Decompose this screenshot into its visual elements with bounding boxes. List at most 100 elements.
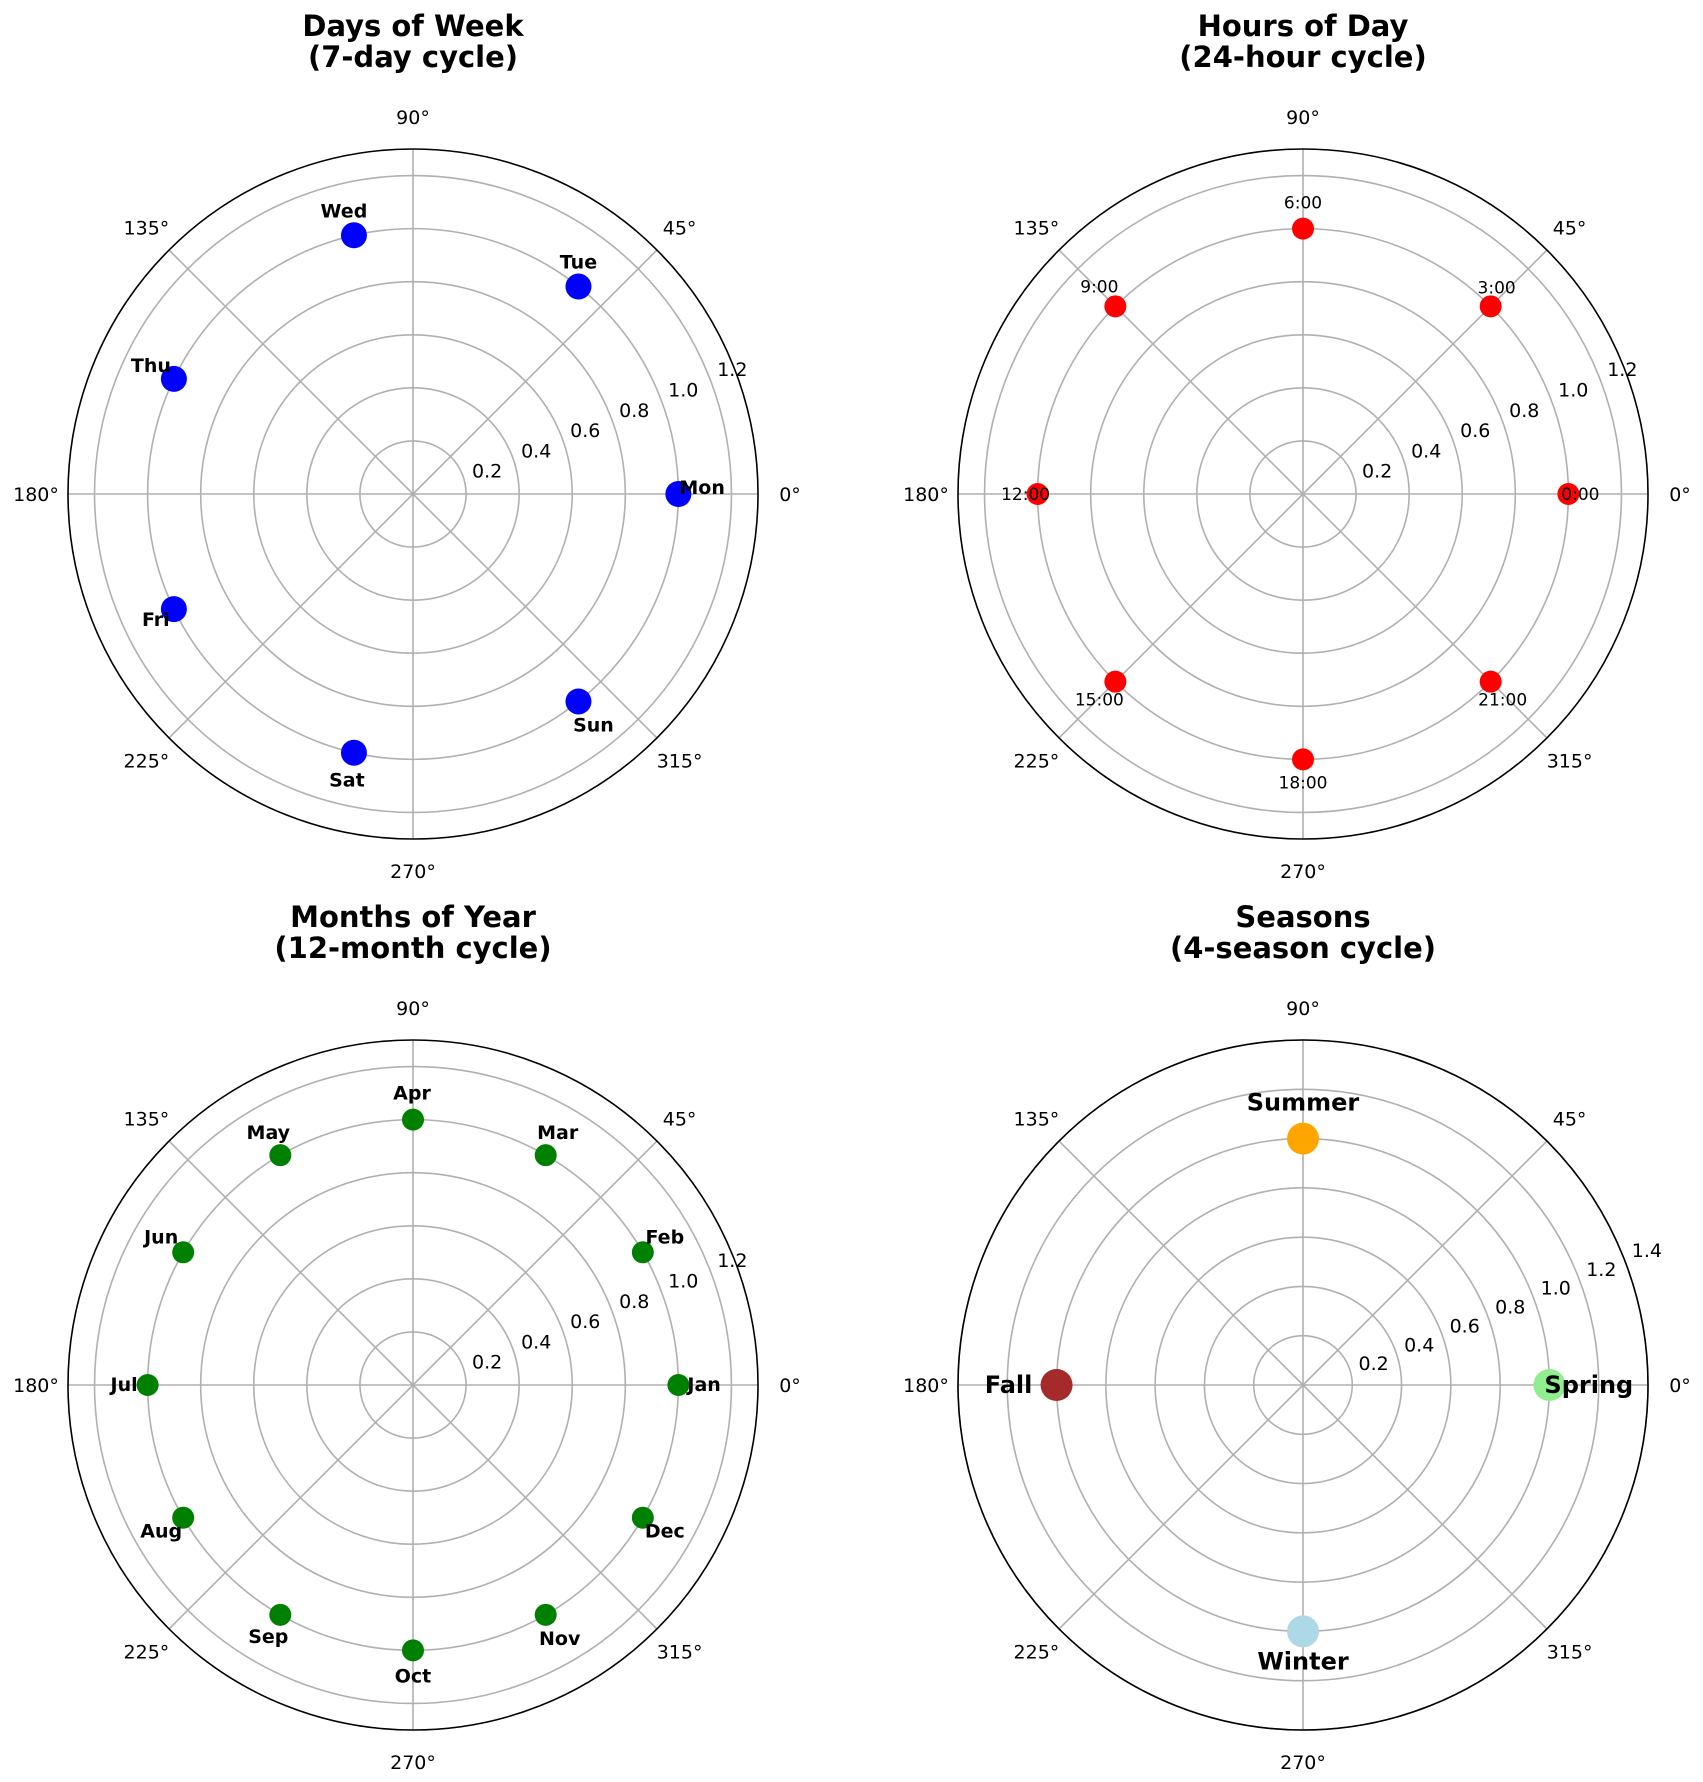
polar-frame <box>957 1039 1649 1731</box>
angular-gridline <box>1302 249 1548 495</box>
data-point <box>565 688 592 715</box>
point-label: 0:00 <box>1561 485 1599 505</box>
point-label: Mar <box>537 1122 579 1144</box>
point-label: Winter <box>1257 1647 1349 1675</box>
angular-gridline <box>168 249 414 495</box>
theta-tick-label: 180° <box>903 1375 949 1397</box>
r-tick-label: 1.0 <box>1558 379 1588 401</box>
polar-frame <box>67 148 759 840</box>
theta-tick-label: 90° <box>1286 998 1320 1020</box>
theta-tick-label: 45° <box>1553 1108 1587 1130</box>
theta-tick-label: 90° <box>396 998 430 1020</box>
chart-subtitle: (4-season cycle) <box>1170 931 1436 965</box>
r-tick-label: 0.2 <box>1359 1353 1389 1375</box>
data-point <box>160 365 187 392</box>
r-tick-label: 0.8 <box>1509 400 1539 422</box>
r-tick-label: 0.6 <box>1450 1315 1480 1337</box>
theta-tick-label: 135° <box>124 217 170 239</box>
angular-gridline <box>412 1140 658 1386</box>
point-label: Fri <box>142 609 170 631</box>
point-label: 9:00 <box>1080 277 1118 297</box>
point-label: Tue <box>560 252 597 274</box>
data-point <box>1104 295 1127 318</box>
angular-gridline <box>412 1384 658 1630</box>
data-point <box>1479 670 1502 693</box>
r-tick-label: 0.4 <box>1404 1334 1434 1356</box>
r-tick-label: 1.2 <box>1586 1259 1616 1281</box>
r-tick-label: 1.0 <box>668 1270 698 1292</box>
point-label: Wed <box>321 200 368 222</box>
point-label: Sep <box>248 1626 288 1648</box>
data-point <box>1292 748 1314 771</box>
polar-frame <box>957 148 1649 840</box>
point-label: Apr <box>393 1083 431 1105</box>
data-point <box>1026 483 1049 505</box>
theta-tick-label: 180° <box>13 1375 59 1397</box>
angular-gridline <box>168 1140 414 1386</box>
r-tick-label: 1.4 <box>1632 1240 1662 1262</box>
data-point <box>534 1603 557 1626</box>
point-label: Nov <box>539 1628 581 1650</box>
point-label: Jul <box>109 1374 138 1396</box>
theta-tick-label: 315° <box>657 751 703 773</box>
theta-tick-label: 225° <box>1014 751 1060 773</box>
theta-tick-label: 315° <box>657 1642 703 1664</box>
point-label: May <box>247 1122 291 1144</box>
r-tick-label: 0.4 <box>521 1331 551 1353</box>
data-point <box>631 1241 654 1264</box>
chart-title: Months of Year <box>290 900 537 934</box>
theta-tick-label: 0° <box>1669 1375 1691 1397</box>
point-label: Dec <box>645 1521 685 1543</box>
point-label: Oct <box>395 1665 432 1687</box>
angular-gridline <box>1302 1384 1548 1630</box>
point-label: Sat <box>329 770 365 792</box>
angular-gridline <box>1302 1140 1548 1386</box>
data-point <box>1104 670 1127 693</box>
data-point <box>1287 1122 1319 1155</box>
data-point <box>1287 1615 1319 1648</box>
angular-gridline <box>412 493 658 739</box>
data-point <box>172 1241 195 1264</box>
data-point <box>402 1108 424 1131</box>
data-point <box>340 739 367 766</box>
theta-tick-label: 45° <box>1553 217 1587 239</box>
theta-tick-label: 0° <box>779 1375 801 1397</box>
point-label: 15:00 <box>1075 691 1124 711</box>
data-point <box>665 481 692 507</box>
point-label: Spring <box>1544 1371 1633 1399</box>
theta-tick-label: 270° <box>1280 1752 1326 1774</box>
point-label: Feb <box>645 1226 684 1248</box>
point-label: 12:00 <box>1001 485 1050 505</box>
theta-tick-label: 270° <box>390 1752 436 1774</box>
r-tick-label: 0.6 <box>570 1311 600 1333</box>
r-tick-label: 0.2 <box>1362 461 1392 483</box>
data-point <box>667 1374 690 1396</box>
point-label: 18:00 <box>1279 773 1328 793</box>
theta-tick-label: 45° <box>663 1108 697 1130</box>
theta-tick-label: 180° <box>903 484 949 506</box>
point-label: Sun <box>573 714 614 736</box>
theta-tick-label: 225° <box>124 751 170 773</box>
theta-tick-label: 225° <box>1014 1642 1060 1664</box>
r-tick-label: 0.8 <box>1495 1297 1525 1319</box>
theta-tick-label: 0° <box>1669 484 1691 506</box>
data-point <box>269 1144 292 1167</box>
theta-tick-label: 270° <box>1280 861 1326 883</box>
point-label: Summer <box>1247 1089 1360 1117</box>
data-point <box>1292 217 1314 240</box>
r-tick-label: 0.2 <box>472 1352 502 1374</box>
r-tick-label: 1.2 <box>1607 359 1637 381</box>
r-tick-label: 0.8 <box>619 400 649 422</box>
data-point <box>402 1639 424 1662</box>
polar-panel: Days of Week(7-day cycle) 0° 45° 90° 135° 180… <box>13 9 801 883</box>
data-point <box>172 1506 195 1529</box>
point-label: 21:00 <box>1478 691 1527 711</box>
theta-tick-label: 0° <box>779 484 801 506</box>
data-point <box>1040 1369 1073 1401</box>
angular-gridline <box>1058 1384 1304 1630</box>
theta-tick-label: 180° <box>13 484 59 506</box>
polar-panel: Months of Year(12-month cycle) 0° 45° 90° 13… <box>13 900 801 1774</box>
data-point <box>1533 1369 1566 1401</box>
polar-panel: Seasons(4-season cycle) 0° 45° 90° 135° 180° 2… <box>903 900 1691 1774</box>
theta-tick-label: 135° <box>1014 1108 1060 1130</box>
